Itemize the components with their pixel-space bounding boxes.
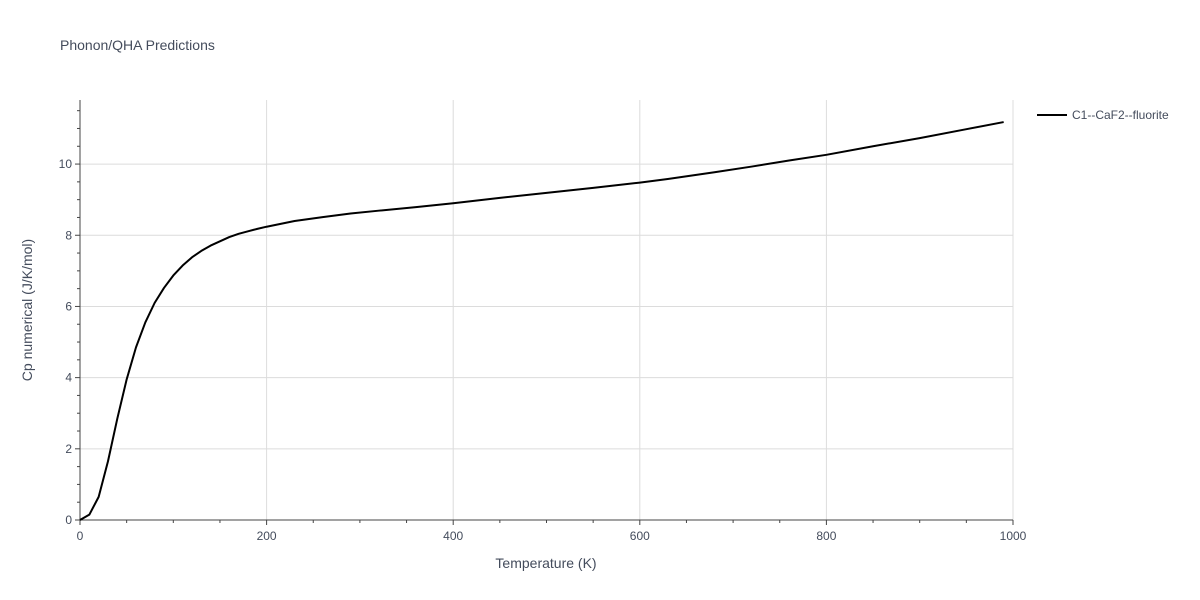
axes <box>75 100 1014 525</box>
y-tick-label: 0 <box>65 513 72 527</box>
y-axis-title: Cp numerical (J/K/mol) <box>19 239 35 381</box>
x-tick-label: 1000 <box>1000 529 1027 543</box>
series-line-0 <box>79 121 1004 521</box>
legend[interactable]: C1--CaF2--fluorite <box>1037 108 1169 122</box>
x-tick-label: 800 <box>816 529 836 543</box>
chart-title: Phonon/QHA Predictions <box>60 37 215 53</box>
grid-lines <box>80 100 1014 520</box>
x-tick-label: 0 <box>77 529 84 543</box>
x-tick-label: 600 <box>630 529 650 543</box>
y-tick-label: 4 <box>65 371 72 385</box>
y-tick-label: 2 <box>65 442 72 456</box>
y-tick-label: 8 <box>65 228 72 242</box>
x-tick-label: 400 <box>443 529 463 543</box>
x-axis-title: Temperature (K) <box>495 555 596 571</box>
tick-labels: 0 200 400 600 800 1000 0 2 4 6 8 10 <box>59 157 1027 543</box>
y-tick-label: 10 <box>59 157 73 171</box>
legend-item-label: C1--CaF2--fluorite <box>1072 108 1169 122</box>
y-tick-label: 6 <box>65 299 72 313</box>
plot-area <box>79 121 1004 521</box>
x-tick-label: 200 <box>257 529 277 543</box>
